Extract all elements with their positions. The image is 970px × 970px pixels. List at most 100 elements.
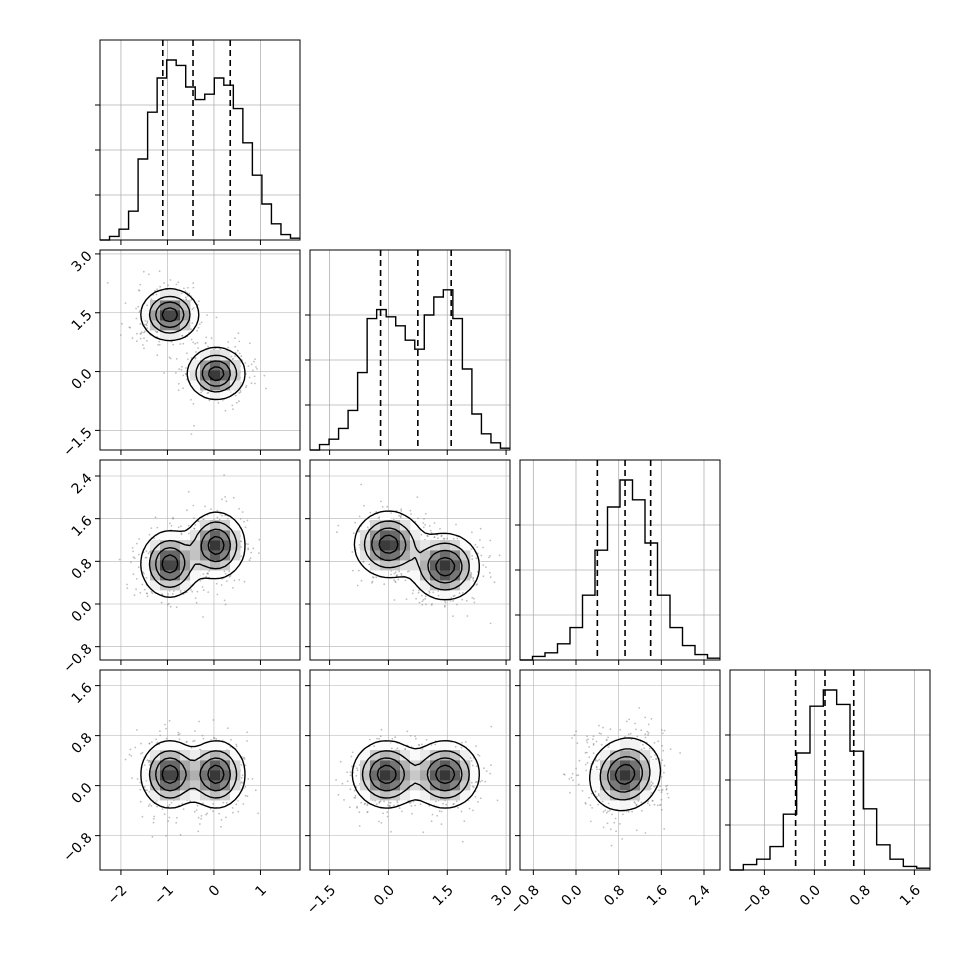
scatter-point [387,804,389,807]
scatter-point [146,320,149,323]
density-cell [640,780,651,791]
scatter-point [653,742,656,744]
density-cell [180,770,191,781]
density-cell [170,330,181,341]
density-cell [190,790,201,801]
y-tick-label: 1.6 [69,680,96,707]
scatter-point [456,603,458,606]
scatter-point [159,734,162,737]
scatter-point [416,496,419,498]
density-cell [460,580,471,591]
scatter-point [199,823,201,825]
density-cell [440,770,451,781]
scatter-point [251,778,254,780]
scatter-point [366,804,369,807]
scatter-point [635,829,638,832]
scatter-point [133,594,136,597]
density-cell [390,520,401,531]
density-cell [410,780,421,791]
scatter-point [139,800,142,803]
scatter-point [381,506,384,508]
density-cell [160,550,171,561]
density-cell [440,780,451,791]
scatter-point [366,803,369,805]
scatter-point [167,284,170,287]
scatter-point [241,511,244,513]
scatter-point [604,809,607,812]
density-cell [600,780,611,791]
scatter-point [146,789,148,792]
scatter-point [455,800,458,803]
density-cell [450,570,461,581]
y-tick-label: 2.4 [69,470,96,497]
scatter-point [398,514,400,517]
scatter-point [352,569,354,572]
y-tick-label: −1.5 [60,425,95,460]
scatter-point [577,783,580,786]
density-cell [460,560,471,571]
scatter-point [195,601,198,604]
density-cell [160,740,171,751]
scatter-point [146,759,149,762]
density-cell [220,760,231,771]
scatter-point [351,751,354,754]
x-tick-label: −1.5 [304,882,339,917]
scatter-point [417,517,419,520]
density-cell [600,760,611,771]
scatter-point [577,774,580,776]
density-cell [200,370,211,381]
scatter-point [247,365,250,367]
scatter-point [352,532,355,535]
scatter-point [461,598,464,601]
density-cell [160,580,171,591]
density-cell [220,540,231,551]
contour-level-3 [161,764,225,785]
scatter-point [223,599,226,602]
scatter-point [165,737,168,740]
contour-level-1 [363,520,470,591]
density-cell [650,760,661,771]
contour-level-2 [371,527,463,584]
x-tick-label: 0.8 [847,882,874,909]
density-cell [390,530,401,541]
scatter-point [128,326,131,329]
density-cell [210,770,221,781]
scatter-point [461,741,463,744]
scatter-point [216,509,219,512]
scatter-point [248,376,251,379]
scatter-point [241,774,244,777]
scatter-point [238,579,241,581]
density-cell [170,310,181,321]
density-cell [430,570,441,581]
scatter-point [386,811,389,813]
scatter-point [622,813,624,816]
scatter-point [576,742,579,745]
scatter-point [627,733,630,736]
scatter-point [205,813,208,816]
scatter-point [166,805,169,808]
scatter-point [197,300,200,303]
scatter-point [186,740,188,743]
density-cell [650,770,661,781]
scatter-point [594,791,597,793]
scatter-point [428,525,431,527]
scatter-point [255,366,257,368]
density-cell [630,780,641,791]
scatter-point [252,369,254,372]
scatter-point [136,340,138,343]
scatter-point [257,812,259,815]
histogram-panel-2 [515,459,721,661]
density-cell [190,370,201,381]
scatter-point [633,801,636,803]
scatter-point [482,546,484,549]
scatter-point [380,822,383,824]
scatter-point [192,740,195,743]
scatter-point [207,345,209,348]
density-cell [170,560,181,571]
scatter-point [130,561,132,564]
scatter-point [178,738,181,741]
scatter-point [609,828,612,831]
scatter-point [181,365,183,368]
density-cell [150,300,161,311]
scatter-point [227,346,230,349]
